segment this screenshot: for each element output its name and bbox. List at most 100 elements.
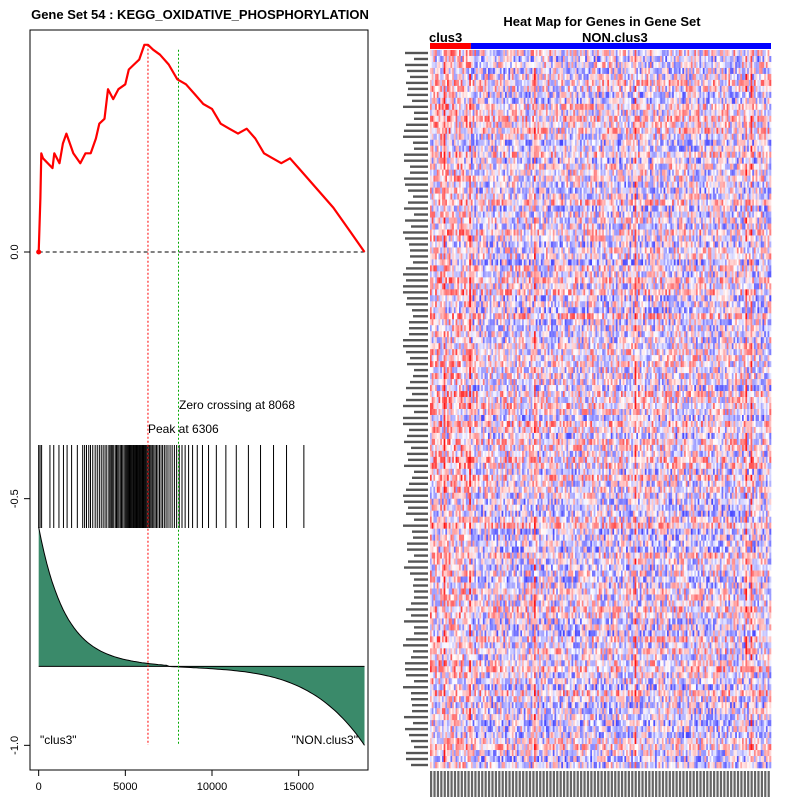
heatmap-cell	[604, 128, 606, 134]
heatmap-cell	[439, 74, 441, 80]
heatmap-cell	[641, 110, 643, 116]
heatmap-cell	[495, 92, 497, 98]
heatmap-cell	[723, 104, 725, 110]
heatmap-cell	[705, 86, 707, 92]
heatmap-cell	[488, 176, 490, 182]
heatmap-cell	[705, 122, 707, 128]
heatmap-cell	[580, 164, 582, 170]
heatmap-cell	[543, 182, 545, 188]
heatmap-cell	[597, 110, 599, 116]
heatmap-cell	[534, 170, 536, 176]
heatmap-cell	[751, 56, 753, 62]
heatmap-cell	[578, 122, 580, 128]
heatmap-cell	[631, 68, 633, 74]
heatmap-cell	[662, 110, 664, 116]
heatmap-cell	[505, 50, 507, 56]
heatmap-cell	[439, 182, 441, 188]
heatmap-cell	[647, 182, 649, 188]
heatmap-cell	[705, 110, 707, 116]
heatmap-cell	[481, 176, 483, 182]
heatmap-cell	[495, 122, 497, 128]
heatmap-cell	[652, 62, 654, 68]
heatmap-cell	[452, 176, 454, 182]
heatmap: Heat Map for Genes in Gene Set clus3 NON…	[400, 0, 800, 800]
heatmap-cell	[604, 86, 606, 92]
heatmap-cell	[604, 104, 606, 110]
heatmap-cell	[742, 68, 744, 74]
heatmap-cell	[754, 122, 756, 128]
heatmap-cell	[546, 74, 548, 80]
heatmap-cell	[471, 68, 473, 74]
heatmap-cell	[517, 140, 519, 146]
heatmap-cell	[676, 98, 678, 104]
heatmap-cell	[589, 134, 591, 140]
heatmap-cell	[570, 158, 572, 164]
heatmap-cell	[495, 164, 497, 170]
heatmap-cell	[652, 134, 654, 140]
row-label-mark	[404, 716, 428, 718]
heatmap-cell	[705, 62, 707, 68]
heatmap-cell	[566, 122, 568, 128]
heatmap-cell	[461, 182, 463, 188]
heatmap-cell	[479, 146, 481, 152]
heatmap-cell	[580, 158, 582, 164]
heatmap-cell	[631, 110, 633, 116]
heatmap-cell	[476, 152, 478, 158]
heatmap-cell	[553, 140, 555, 146]
heatmap-cell	[503, 56, 505, 62]
heatmap-cell	[607, 104, 609, 110]
heatmap-cell	[566, 134, 568, 140]
heatmap-cell	[652, 146, 654, 152]
heatmap-cell	[543, 74, 545, 80]
heatmap-cell	[433, 176, 435, 182]
heatmap-cell	[742, 86, 744, 92]
heatmap-cell	[566, 170, 568, 176]
heatmap-cell	[517, 92, 519, 98]
heatmap-cell	[635, 116, 637, 122]
heatmap-cell	[713, 80, 715, 86]
heatmap-cell	[577, 140, 579, 146]
heatmap-cell	[766, 110, 768, 116]
heatmap-cell	[471, 92, 473, 98]
heatmap-cell	[674, 62, 676, 68]
heatmap-cell	[648, 176, 650, 182]
heatmap-cell	[737, 122, 739, 128]
heatmap-cell	[761, 80, 763, 86]
heatmap-cell	[747, 146, 749, 152]
heatmap-cell	[766, 62, 768, 68]
heatmap-cell	[525, 80, 527, 86]
heatmap-cell	[440, 116, 442, 122]
heatmap-cell	[546, 182, 548, 188]
heatmap-cell	[735, 116, 737, 122]
heatmap-cell	[687, 68, 689, 74]
heatmap-cell	[519, 140, 521, 146]
heatmap-cell	[452, 182, 454, 188]
heatmap-cell	[723, 80, 725, 86]
heatmap-cell	[735, 158, 737, 164]
heatmap-cell	[543, 116, 545, 122]
heatmap-cell	[583, 146, 585, 152]
heatmap-cell	[440, 56, 442, 62]
heatmap-cell	[749, 80, 751, 86]
heatmap-cell	[638, 170, 640, 176]
heatmap-cell	[611, 176, 613, 182]
heatmap-cell	[522, 56, 524, 62]
heatmap-cell	[519, 164, 521, 170]
heatmap-cell	[580, 170, 582, 176]
heatmap-cell	[601, 56, 603, 62]
heatmap-cell	[433, 98, 435, 104]
heatmap-cell	[570, 122, 572, 128]
heatmap-cell	[727, 158, 729, 164]
heatmap-cell	[681, 62, 683, 68]
heatmap-cell	[536, 158, 538, 164]
heatmap-cell	[525, 86, 527, 92]
heatmap-cell	[768, 182, 770, 188]
heatmap-cell	[505, 134, 507, 140]
heatmap-cell	[495, 98, 497, 104]
heatmap-cell	[640, 116, 642, 122]
heatmap-cell	[546, 116, 548, 122]
heatmap-cell	[662, 92, 664, 98]
heatmap-cell	[713, 146, 715, 152]
heatmap-cell	[440, 176, 442, 182]
heatmap-cell	[468, 182, 470, 188]
